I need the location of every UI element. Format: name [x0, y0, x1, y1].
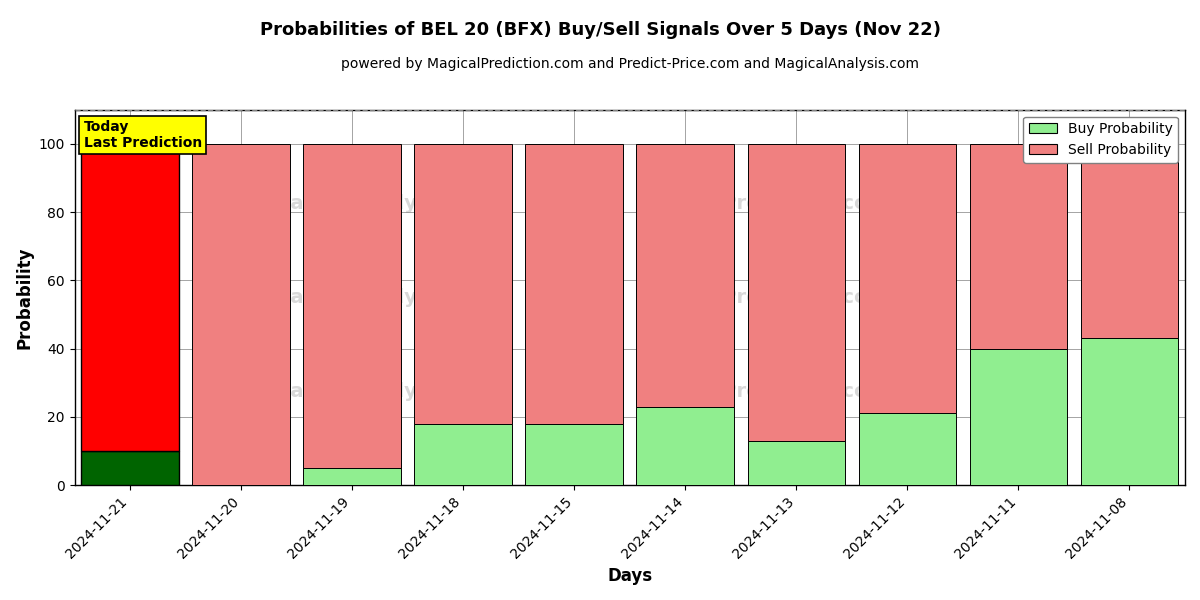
- Title: powered by MagicalPrediction.com and Predict-Price.com and MagicalAnalysis.com: powered by MagicalPrediction.com and Pre…: [341, 57, 919, 71]
- Text: MagicalAnalysis.com: MagicalAnalysis.com: [271, 382, 499, 401]
- Bar: [526, 424, 623, 485]
- Text: MagicalPrediction.com: MagicalPrediction.com: [638, 288, 888, 307]
- Text: Probabilities of BEL 20 (BFX) Buy/Sell Signals Over 5 Days (Nov 22): Probabilities of BEL 20 (BFX) Buy/Sell S…: [259, 21, 941, 39]
- Bar: [82, 451, 179, 485]
- Bar: [304, 468, 401, 485]
- Text: MagicalAnalysis.com: MagicalAnalysis.com: [271, 288, 499, 307]
- Text: MagicalPrediction.com: MagicalPrediction.com: [638, 194, 888, 213]
- Bar: [970, 144, 1067, 349]
- Bar: [636, 407, 734, 485]
- Text: Today
Last Prediction: Today Last Prediction: [84, 120, 202, 150]
- Bar: [636, 144, 734, 407]
- Bar: [970, 349, 1067, 485]
- Text: MagicalPrediction.com: MagicalPrediction.com: [638, 382, 888, 401]
- Bar: [1081, 338, 1178, 485]
- Bar: [526, 144, 623, 424]
- Bar: [192, 144, 290, 485]
- Y-axis label: Probability: Probability: [16, 246, 34, 349]
- Bar: [304, 144, 401, 468]
- Bar: [1081, 144, 1178, 338]
- Bar: [748, 144, 845, 441]
- Bar: [858, 144, 956, 413]
- Bar: [82, 144, 179, 451]
- Bar: [414, 144, 512, 424]
- Bar: [858, 413, 956, 485]
- Bar: [748, 441, 845, 485]
- Text: MagicalAnalysis.com: MagicalAnalysis.com: [271, 194, 499, 213]
- Legend: Buy Probability, Sell Probability: Buy Probability, Sell Probability: [1024, 116, 1178, 163]
- Bar: [414, 424, 512, 485]
- X-axis label: Days: Days: [607, 567, 653, 585]
